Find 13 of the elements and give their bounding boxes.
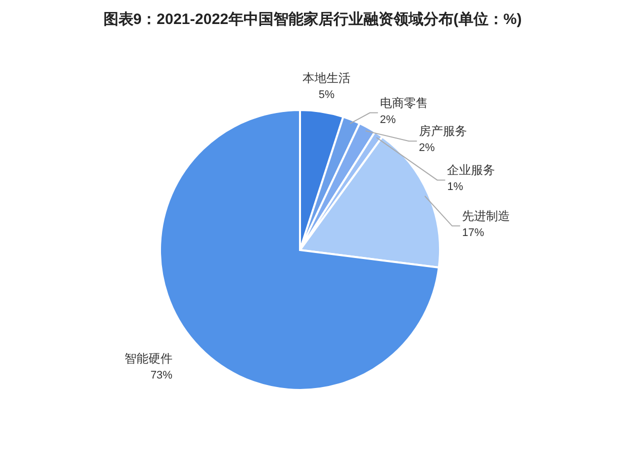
data-label: 5%	[318, 89, 335, 102]
slice-label: 智能硬件	[124, 351, 172, 366]
data-label: 1%	[447, 181, 464, 194]
data-label: 2%	[380, 114, 396, 126]
data-label: 73%	[150, 369, 173, 382]
data-label: 2%	[418, 142, 436, 154]
chart-title: 图表9：2021-2022年中国智能家居行业融资领域分布(单位：%)	[103, 10, 522, 28]
slice-label: 先进制造	[462, 208, 510, 223]
slice-label: 电商零售	[380, 96, 428, 110]
slice-label: 企业服务	[447, 163, 496, 178]
data-label: 17%	[462, 226, 484, 239]
slice-label: 房产服务	[418, 124, 467, 138]
slice-label: 本地生活	[302, 71, 351, 86]
